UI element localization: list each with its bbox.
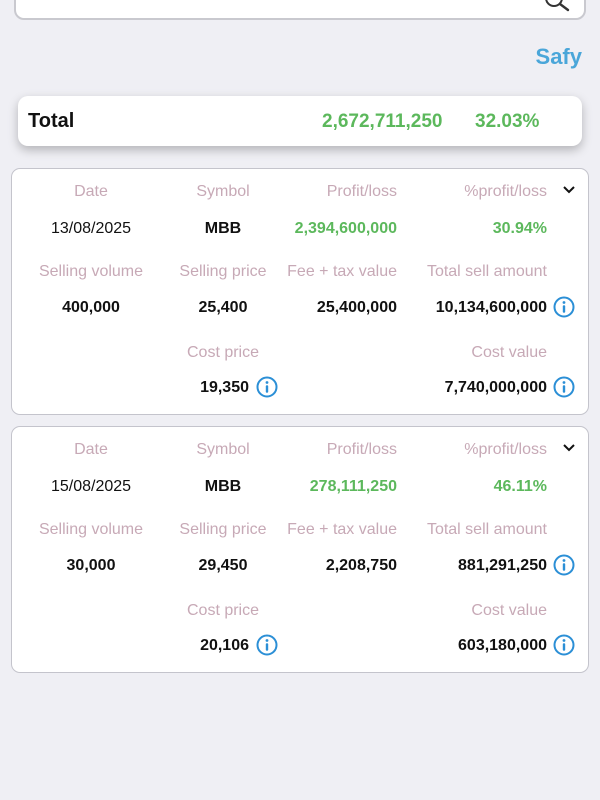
date-label: Date: [74, 183, 108, 200]
total-profit-percent: 32.03%: [475, 111, 540, 132]
trade-fee-tax: 2,208,750: [325, 557, 397, 574]
total-profit-amount: 2,672,711,250: [322, 111, 443, 132]
cost-value-label: Cost value: [471, 602, 547, 619]
trade-pct-profit-loss: 46.11%: [493, 478, 547, 495]
trade-date: 15/08/2025: [50, 478, 132, 495]
pct-profit-loss-label: %profit/loss: [464, 441, 547, 458]
total-summary-card: Total 2,672,711,250 32.03%: [18, 96, 582, 146]
trade-selling-volume: 30,000: [66, 557, 116, 574]
info-icon[interactable]: [256, 376, 278, 398]
cost-price-label: Cost price: [186, 602, 260, 619]
trade-symbol: MBB: [204, 478, 242, 495]
trade-selling-price: 25,400: [198, 299, 248, 316]
trade-fee-tax: 25,400,000: [316, 299, 397, 316]
brand-link[interactable]: Safy: [535, 44, 582, 69]
info-icon[interactable]: [553, 376, 575, 398]
trade-profit-loss: 2,394,600,000: [294, 220, 397, 237]
fee-tax-label: Fee + tax value: [287, 521, 397, 538]
trade-card[interactable]: Date Symbol Profit/loss %profit/loss 13/…: [11, 168, 589, 415]
pct-profit-loss-label: %profit/loss: [464, 183, 547, 200]
selling-volume-label: Selling volume: [38, 263, 144, 280]
search-icon[interactable]: [542, 0, 572, 16]
symbol-label: Symbol: [196, 441, 250, 458]
trade-total-sell-amount: 10,134,600,000: [435, 299, 547, 316]
trade-card[interactable]: Date Symbol Profit/loss %profit/loss 15/…: [11, 426, 589, 673]
selling-price-label: Selling price: [179, 521, 267, 538]
trade-cost-price: 19,350: [200, 379, 249, 396]
profit-loss-label: Profit/loss: [326, 441, 397, 458]
profit-loss-label: Profit/loss: [326, 183, 397, 200]
trade-cost-value: 7,740,000,000: [444, 379, 547, 396]
trade-total-sell-amount: 881,291,250: [458, 557, 547, 574]
info-icon[interactable]: [553, 554, 575, 576]
trade-profit-loss: 278,111,250: [309, 478, 397, 495]
trade-date: 13/08/2025: [50, 220, 132, 237]
chevron-down-icon[interactable]: [562, 443, 576, 453]
search-bar[interactable]: [14, 0, 586, 20]
trade-selling-volume: 400,000: [62, 299, 120, 316]
info-icon[interactable]: [256, 634, 278, 656]
trade-cost-value: 603,180,000: [458, 637, 547, 654]
trade-cost-price: 20,106: [200, 637, 249, 654]
chevron-down-icon[interactable]: [562, 185, 576, 195]
trade-symbol: MBB: [204, 220, 242, 237]
total-sell-amount-label: Total sell amount: [426, 263, 547, 280]
date-label: Date: [74, 441, 108, 458]
info-icon[interactable]: [553, 634, 575, 656]
info-icon[interactable]: [553, 296, 575, 318]
trade-selling-price: 29,450: [198, 557, 248, 574]
cost-price-label: Cost price: [186, 344, 260, 361]
selling-volume-label: Selling volume: [38, 521, 144, 538]
cost-value-label: Cost value: [471, 344, 547, 361]
trade-pct-profit-loss: 30.94%: [492, 220, 547, 237]
symbol-label: Symbol: [196, 183, 250, 200]
total-sell-amount-label: Total sell amount: [426, 521, 547, 538]
selling-price-label: Selling price: [179, 263, 267, 280]
total-label: Total: [28, 110, 75, 132]
fee-tax-label: Fee + tax value: [287, 263, 397, 280]
